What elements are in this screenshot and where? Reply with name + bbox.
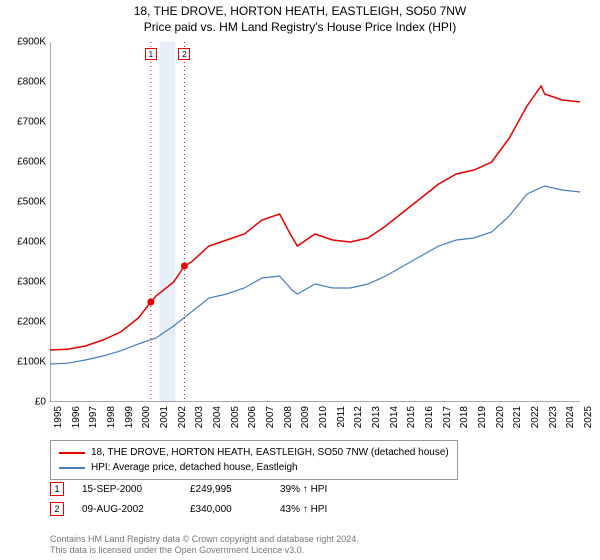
series-price_paid (50, 86, 580, 350)
x-tick-label: 2004 (212, 406, 223, 428)
x-tick-label: 2000 (141, 406, 152, 428)
sale-date: 09-AUG-2002 (82, 504, 172, 515)
sale-row: 2 09-AUG-2002 £340,000 43% ↑ HPI (50, 502, 327, 516)
legend-item: HPI: Average price, detached house, East… (59, 460, 449, 475)
x-tick-label: 2001 (159, 406, 170, 428)
x-tick-label: 2014 (389, 406, 400, 428)
x-tick-label: 2016 (424, 406, 435, 428)
legend: 18, THE DROVE, HORTON HEATH, EASTLEIGH, … (50, 440, 458, 480)
footer-line-1: Contains HM Land Registry data © Crown c… (50, 534, 359, 545)
x-tick-label: 2010 (318, 406, 329, 428)
sale-point-2 (181, 263, 188, 270)
sale-price: £249,995 (190, 484, 262, 495)
sale-marker-icon: 1 (50, 482, 64, 496)
x-tick-label: 1995 (53, 406, 64, 428)
y-tick-label: £600K (17, 157, 46, 168)
y-tick-label: £900K (17, 37, 46, 48)
x-tick-label: 2013 (371, 406, 382, 428)
line-chart-svg (50, 42, 580, 402)
x-tick-label: 1996 (71, 406, 82, 428)
chart-sale-marker-1: 1 (145, 48, 157, 60)
y-tick-label: £300K (17, 277, 46, 288)
y-tick-label: £700K (17, 117, 46, 128)
x-tick-label: 2020 (495, 406, 506, 428)
y-tick-label: £100K (17, 357, 46, 368)
x-tick-label: 2003 (194, 406, 205, 428)
x-tick-label: 2022 (530, 406, 541, 428)
y-tick-label: £0 (35, 397, 46, 408)
x-tick-label: 2015 (406, 406, 417, 428)
title-block: 18, THE DROVE, HORTON HEATH, EASTLEIGH, … (0, 0, 600, 35)
chart-subtitle: Price paid vs. HM Land Registry's House … (0, 20, 600, 36)
sale-row: 1 15-SEP-2000 £249,995 39% ↑ HPI (50, 482, 327, 496)
x-tick-label: 2017 (442, 406, 453, 428)
x-tick-label: 1999 (124, 406, 135, 428)
x-tick-label: 2009 (300, 406, 311, 428)
x-tick-label: 2005 (230, 406, 241, 428)
x-tick-label: 1998 (106, 406, 117, 428)
x-tick-label: 2025 (583, 406, 594, 428)
y-tick-label: £400K (17, 237, 46, 248)
x-tick-label: 2011 (336, 406, 347, 428)
series-hpi (50, 186, 580, 364)
y-tick-label: £500K (17, 197, 46, 208)
legend-label: 18, THE DROVE, HORTON HEATH, EASTLEIGH, … (91, 445, 449, 460)
x-tick-label: 2019 (477, 406, 488, 428)
legend-item: 18, THE DROVE, HORTON HEATH, EASTLEIGH, … (59, 445, 449, 460)
chart-sale-marker-2: 2 (178, 48, 190, 60)
chart-container: 18, THE DROVE, HORTON HEATH, EASTLEIGH, … (0, 0, 600, 560)
sale-marker-icon: 2 (50, 502, 64, 516)
y-tick-label: £800K (17, 77, 46, 88)
y-tick-label: £200K (17, 317, 46, 328)
x-tick-label: 2007 (265, 406, 276, 428)
legend-swatch (59, 467, 85, 469)
x-tick-label: 2008 (283, 406, 294, 428)
x-tick-label: 2002 (177, 406, 188, 428)
chart-title: 18, THE DROVE, HORTON HEATH, EASTLEIGH, … (0, 4, 600, 20)
x-tick-label: 2024 (565, 406, 576, 428)
x-tick-label: 2023 (548, 406, 559, 428)
footer-attribution: Contains HM Land Registry data © Crown c… (50, 534, 359, 557)
x-tick-label: 2012 (353, 406, 364, 428)
sale-date: 15-SEP-2000 (82, 484, 172, 495)
sale-pct-vs-hpi: 39% ↑ HPI (280, 484, 327, 495)
x-tick-label: 1997 (88, 406, 99, 428)
x-tick-label: 2021 (512, 406, 523, 428)
legend-swatch (59, 452, 85, 454)
legend-label: HPI: Average price, detached house, East… (91, 460, 298, 475)
sale-point-1 (147, 299, 154, 306)
x-tick-label: 2018 (459, 406, 470, 428)
footer-line-2: This data is licensed under the Open Gov… (50, 545, 359, 556)
sales-table: 1 15-SEP-2000 £249,995 39% ↑ HPI 2 09-AUG-200… (50, 482, 327, 522)
x-tick-label: 2006 (247, 406, 258, 428)
sale-price: £340,000 (190, 504, 262, 515)
chart-area: £0£100K£200K£300K£400K£500K£600K£700K£80… (50, 42, 580, 402)
sale-pct-vs-hpi: 43% ↑ HPI (280, 504, 327, 515)
